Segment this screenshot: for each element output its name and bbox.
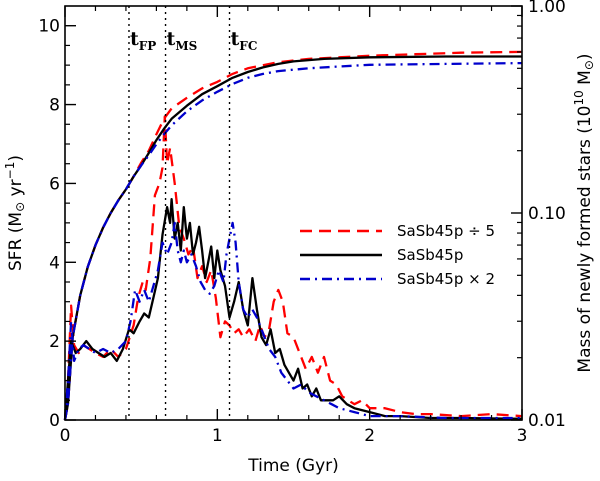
x-axis-label: Time (Gyr) <box>247 456 339 476</box>
marker-label-fp: tFP <box>130 28 156 53</box>
x-tick-label: 0 <box>60 426 71 446</box>
x-tick-label: 2 <box>364 426 375 446</box>
legend-label-1: SaSb45p <box>397 246 463 264</box>
sfr-line-series-0 <box>63 115 523 421</box>
plot-frame <box>64 5 523 421</box>
marker-label-ms: tMS <box>167 28 198 53</box>
y2-tick-label: 0.10 <box>528 204 566 224</box>
y-tick-label: 4 <box>49 253 60 273</box>
y-tick-label: 8 <box>49 96 60 116</box>
y-tick-label: 0 <box>49 411 60 431</box>
axis-label-layer: Time (Gyr) SFR (M⊙ yr−1) Mass of newly for… <box>3 53 596 476</box>
marker-label-fc: tFC <box>231 28 258 53</box>
y-tick-label: 10 <box>38 17 60 37</box>
x-tick-label: 3 <box>517 426 528 446</box>
axes-layer: 0 1 2 3 0 2 4 6 8 10 0.01 0.10 1.00 <box>38 0 566 446</box>
mass-line-series-1 <box>63 55 522 421</box>
y2-axis-label: Mass of newly formed stars (1010 M⊙) <box>572 53 596 372</box>
sfr-line-series-1 <box>63 198 523 421</box>
marker-layer: tFP tMS tFC <box>128 6 258 420</box>
y-axis-label: SFR (M⊙ yr−1) <box>3 155 27 271</box>
y-tick-label: 2 <box>49 332 60 352</box>
legend-label-0: SaSb45p ÷ 5 <box>397 222 495 240</box>
y-tick-label: 6 <box>49 174 60 194</box>
x-tick-label: 1 <box>212 426 223 446</box>
mass-line-series-2 <box>63 61 523 421</box>
legend-label-2: SaSb45p × 2 <box>397 270 495 288</box>
y2-tick-label: 1.00 <box>528 0 566 17</box>
y2-tick-label: 0.01 <box>528 411 566 431</box>
curve-layer <box>63 50 523 421</box>
legend: SaSb45p ÷ 5 SaSb45p SaSb45p × 2 <box>300 222 495 288</box>
